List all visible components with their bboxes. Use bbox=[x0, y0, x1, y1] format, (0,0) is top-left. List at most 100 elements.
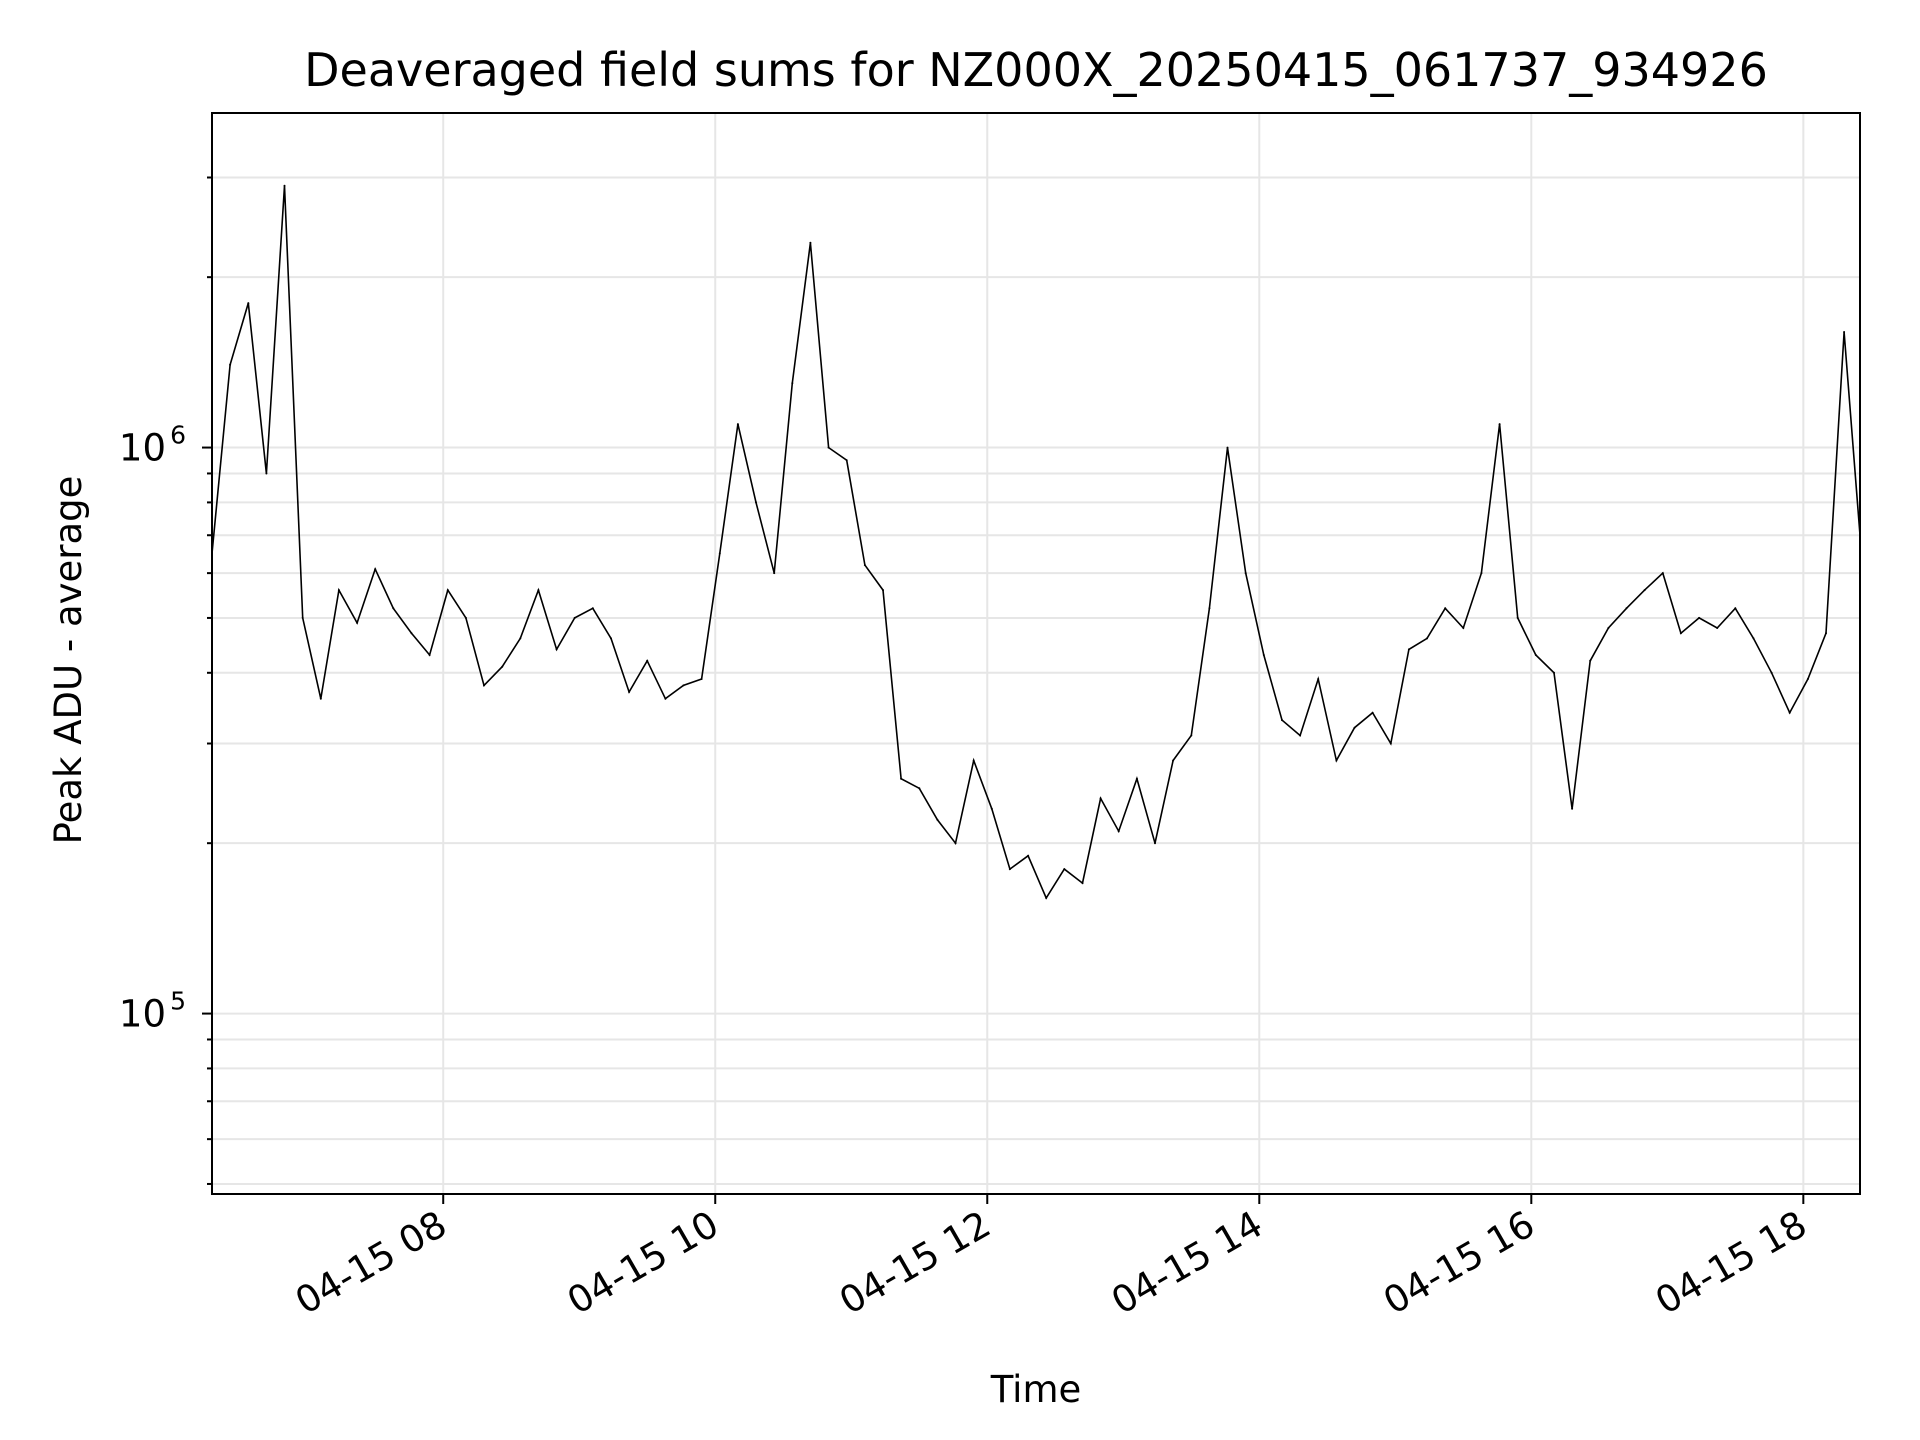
series-point bbox=[555, 648, 558, 651]
series-point bbox=[1226, 446, 1229, 449]
series-point bbox=[610, 637, 612, 640]
series-point bbox=[519, 637, 522, 640]
series-point bbox=[537, 589, 540, 592]
series-point bbox=[1480, 572, 1483, 575]
chart-title: Deaveraged field sums for NZ000X_2025041… bbox=[304, 43, 1768, 97]
series-point bbox=[591, 607, 594, 610]
series-point bbox=[882, 589, 884, 592]
series-point bbox=[863, 564, 866, 567]
series-point bbox=[809, 241, 812, 244]
series-point bbox=[1244, 572, 1247, 575]
series-point bbox=[1154, 842, 1156, 845]
series-point bbox=[446, 589, 449, 592]
series-point bbox=[1806, 678, 1809, 680]
series-point bbox=[1661, 572, 1664, 575]
series-point bbox=[1262, 654, 1265, 656]
series-point bbox=[1571, 807, 1574, 810]
series-point bbox=[1027, 854, 1030, 857]
series-point bbox=[1190, 734, 1193, 737]
series-point bbox=[1426, 637, 1428, 640]
series-point bbox=[990, 807, 993, 810]
series-point bbox=[827, 446, 830, 449]
series-point bbox=[1099, 797, 1102, 800]
series-point bbox=[1353, 726, 1356, 729]
series-point bbox=[1625, 607, 1628, 610]
series-point bbox=[1752, 637, 1755, 640]
series-point bbox=[1281, 719, 1283, 722]
series-point bbox=[936, 818, 939, 821]
series-point bbox=[1589, 659, 1592, 662]
y-tick-label: 10 bbox=[119, 993, 166, 1036]
y-tick-label-exponent: 6 bbox=[170, 421, 186, 450]
plot-frame bbox=[211, 112, 1861, 1195]
series-point bbox=[718, 552, 721, 555]
series-point bbox=[1825, 632, 1827, 635]
plot-area bbox=[211, 184, 1861, 900]
series-point bbox=[1843, 331, 1846, 333]
series-point bbox=[1516, 616, 1519, 619]
series-point bbox=[1389, 742, 1392, 745]
series-point bbox=[428, 654, 431, 656]
series-point bbox=[229, 363, 232, 366]
series-point bbox=[483, 684, 485, 687]
series-point bbox=[918, 787, 921, 790]
series-point bbox=[1172, 759, 1175, 762]
series-point bbox=[1135, 777, 1138, 780]
x-axis-label: Time bbox=[990, 1368, 1082, 1411]
series-point bbox=[1734, 607, 1737, 610]
y-axis-label: Peak ADU - average bbox=[47, 476, 90, 845]
series-point bbox=[646, 659, 649, 662]
series-point bbox=[247, 302, 250, 305]
y-tick-label: 10 bbox=[119, 427, 166, 470]
series-point bbox=[900, 777, 903, 780]
series-point bbox=[573, 616, 576, 619]
series-point bbox=[773, 572, 776, 575]
series-point bbox=[1498, 423, 1501, 426]
series-point bbox=[374, 568, 377, 571]
series-point bbox=[392, 607, 395, 610]
series-point bbox=[1788, 711, 1791, 714]
series-point bbox=[1045, 897, 1048, 899]
series-point bbox=[1716, 627, 1719, 629]
series-point bbox=[356, 621, 359, 624]
series-point bbox=[1698, 616, 1701, 619]
series-point bbox=[1679, 632, 1682, 635]
series-point bbox=[1607, 627, 1610, 629]
series-point bbox=[301, 616, 304, 619]
y-tick-label-exponent: 5 bbox=[170, 987, 186, 1016]
series-point bbox=[1317, 678, 1320, 680]
grid bbox=[212, 113, 1860, 1194]
series-point bbox=[1407, 648, 1410, 651]
series-point bbox=[1117, 830, 1120, 833]
series-point bbox=[501, 665, 504, 668]
series-point bbox=[682, 684, 685, 687]
series-point bbox=[1081, 882, 1084, 885]
series-point bbox=[845, 459, 848, 462]
series-point bbox=[736, 423, 739, 426]
series-line bbox=[211, 185, 1861, 900]
series-point bbox=[265, 472, 268, 475]
series-point bbox=[1335, 759, 1338, 762]
series-point bbox=[954, 842, 957, 845]
series-point bbox=[410, 632, 413, 635]
series-point bbox=[1208, 607, 1211, 610]
series-point bbox=[1534, 654, 1537, 656]
series-point bbox=[464, 616, 467, 619]
series-point bbox=[319, 697, 322, 700]
series-point bbox=[1299, 734, 1302, 737]
series-point bbox=[1643, 589, 1646, 592]
series-point bbox=[972, 759, 975, 762]
series-point bbox=[1371, 711, 1374, 714]
series-point bbox=[700, 678, 703, 680]
series-point bbox=[1770, 671, 1773, 674]
series-point bbox=[791, 382, 794, 385]
series-point bbox=[755, 501, 757, 504]
series-point bbox=[1462, 627, 1465, 629]
y-tick-label-base: 10 bbox=[119, 993, 166, 1036]
y-tick-label-base: 10 bbox=[119, 427, 166, 470]
series-point bbox=[628, 691, 631, 693]
series-point bbox=[1008, 868, 1011, 871]
series-point bbox=[337, 589, 340, 592]
